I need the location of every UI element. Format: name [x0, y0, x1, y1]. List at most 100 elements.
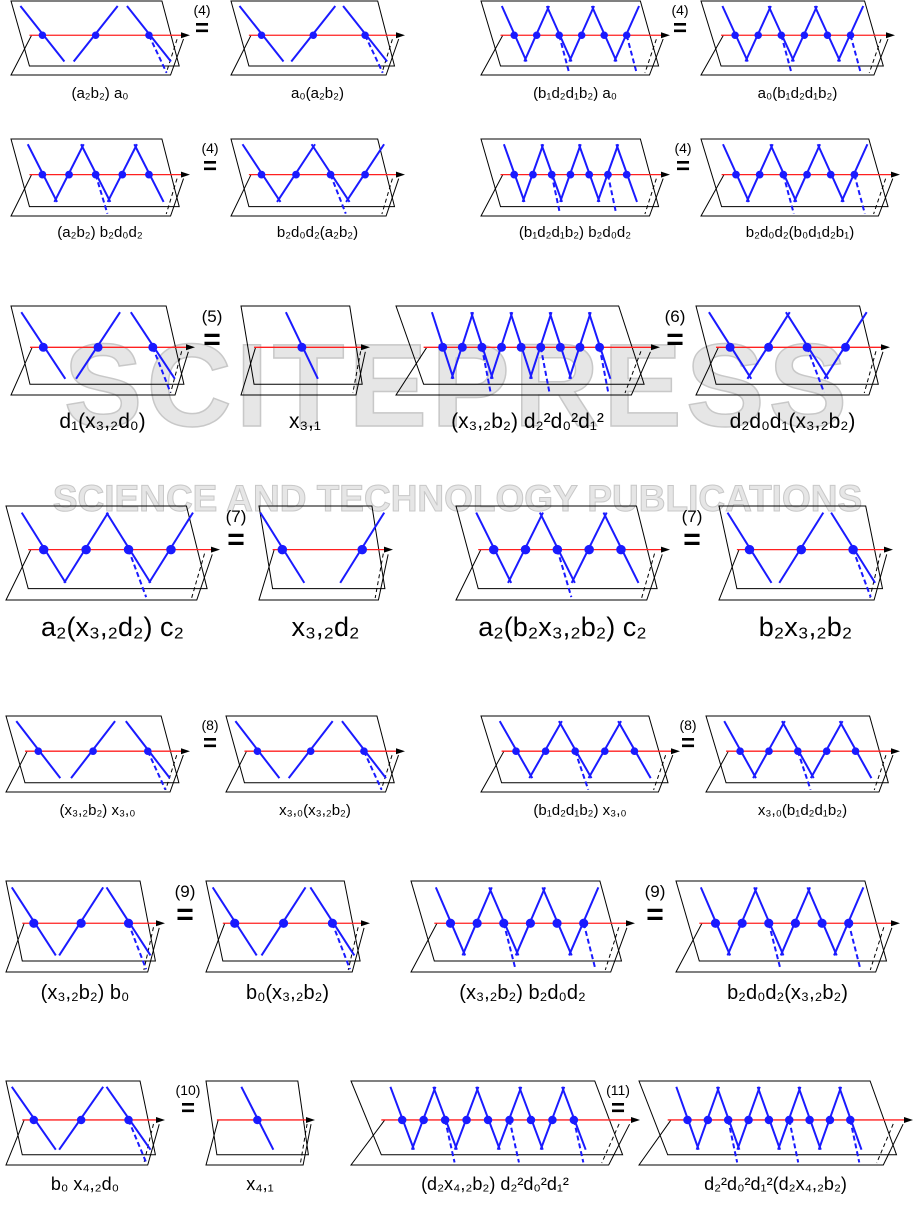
arrow-icon	[181, 171, 190, 178]
crossing-dot	[124, 1115, 133, 1125]
strand-dashed	[853, 174, 866, 214]
equation-relation: (8) =	[679, 718, 696, 756]
equals-sign: =	[203, 323, 221, 356]
rule-number: (7)	[681, 507, 703, 526]
upper-plane	[225, 715, 395, 784]
equals-sign: =	[194, 15, 209, 42]
dashed-edge	[873, 755, 887, 791]
crossing-dot	[526, 1115, 536, 1125]
left-label: a₂(b₂x₃,₂b₂) c₂	[478, 612, 647, 642]
dashed-edge	[380, 755, 393, 791]
lower-plane	[205, 923, 365, 973]
strand-dashed	[558, 34, 571, 74]
arrow-icon	[891, 920, 900, 927]
strand-dashed	[151, 346, 172, 393]
upper-plane	[395, 305, 645, 385]
lower-plane	[5, 1119, 160, 1166]
crossing-dot	[802, 342, 812, 352]
lower-plane	[675, 923, 893, 973]
right-label: x₃,₀(x₃,₂b₂)	[279, 802, 351, 819]
upper-plane	[5, 880, 157, 962]
rule-number: (8)	[679, 717, 697, 733]
equation-relation: (7) =	[226, 508, 247, 555]
dashed-edge	[876, 1123, 894, 1164]
right-diagram	[225, 715, 405, 793]
crossing-dot	[89, 747, 97, 756]
crossing-dot	[604, 170, 612, 179]
crossing-dot	[825, 1115, 835, 1125]
crossing-dot	[118, 170, 127, 179]
upper-plane	[230, 138, 396, 208]
upper-plane	[5, 505, 208, 590]
dashed-edge	[170, 351, 183, 394]
left-diagram	[5, 1080, 165, 1166]
crossing-dot	[257, 170, 266, 179]
crossing-dot	[841, 342, 851, 352]
crossing-dot	[472, 918, 482, 928]
upper-plane	[205, 1080, 309, 1156]
crossing-dot	[541, 747, 550, 756]
dashed-edge	[165, 178, 178, 215]
crossing-dot	[579, 918, 589, 928]
crossing-dot	[731, 31, 739, 39]
lower-plane	[455, 549, 663, 601]
crossing-dot	[566, 170, 575, 179]
right-label: b₂d₀d₂(x₃,₂b₂)	[727, 982, 848, 1004]
lower-plane	[695, 347, 884, 396]
upper-plane	[695, 305, 879, 385]
strand-dashed	[606, 174, 618, 214]
right-label: x₃,₁	[289, 410, 321, 433]
left-label: (x₃,₂b₂) x₃,₀	[59, 802, 136, 819]
right-diagram	[700, 138, 900, 217]
crossing-dot	[488, 544, 499, 555]
crossing-dot	[277, 544, 288, 555]
left-diagram	[480, 138, 670, 217]
strand-dashed	[625, 34, 638, 74]
crossing-dot	[616, 544, 626, 555]
lower-plane	[230, 35, 400, 76]
crossing-dot	[361, 170, 369, 179]
lower-plane	[638, 1119, 904, 1166]
equation-relation: (4) =	[193, 3, 210, 41]
crossing-dot	[419, 1115, 428, 1125]
dashed-edge	[863, 351, 877, 394]
right-diagram	[705, 715, 900, 793]
crossing-dot	[703, 1115, 713, 1125]
crossing-dot	[230, 918, 240, 928]
dashed-edge	[624, 351, 642, 394]
lower-plane	[5, 549, 213, 601]
strand-dashed	[782, 174, 795, 214]
equation-relation: (6) =	[665, 308, 686, 355]
crossing-dot	[38, 31, 47, 39]
crossing-dot	[477, 342, 487, 352]
dashed-edge	[644, 178, 657, 215]
arrow-icon	[181, 32, 190, 39]
strand-dashed	[727, 1119, 739, 1163]
crossing-dot	[445, 918, 456, 928]
crossing-dot	[777, 31, 786, 39]
rule-number: (9)	[174, 882, 196, 901]
crossing-dot	[552, 918, 562, 928]
crossing-dot	[744, 544, 755, 555]
crossing-dot	[148, 342, 158, 352]
lower-plane	[205, 1119, 312, 1166]
right-label: a₀(a₂b₂)	[291, 85, 344, 102]
crossing-dot	[510, 31, 518, 39]
upper-plane	[5, 1080, 157, 1156]
arrow-icon	[361, 344, 370, 351]
crossing-dot	[76, 918, 86, 928]
crossing-dot	[510, 170, 519, 179]
crossing-dot	[253, 747, 262, 756]
left-label: (b₁d₂d₁b₂) a₀	[533, 85, 617, 102]
equation-relation: (9) =	[645, 883, 666, 930]
crossing-dot	[440, 1115, 450, 1125]
rule-number: (6)	[664, 307, 686, 326]
right-label: d₂d₀d₁(x₃,₂b₂)	[729, 410, 856, 433]
strand-dashed	[574, 750, 590, 791]
crossing-dot	[622, 170, 631, 179]
dashed-edge	[191, 553, 206, 599]
arrow-icon	[631, 1116, 640, 1123]
right-diagram	[700, 0, 895, 76]
crossing-dot	[552, 544, 563, 555]
